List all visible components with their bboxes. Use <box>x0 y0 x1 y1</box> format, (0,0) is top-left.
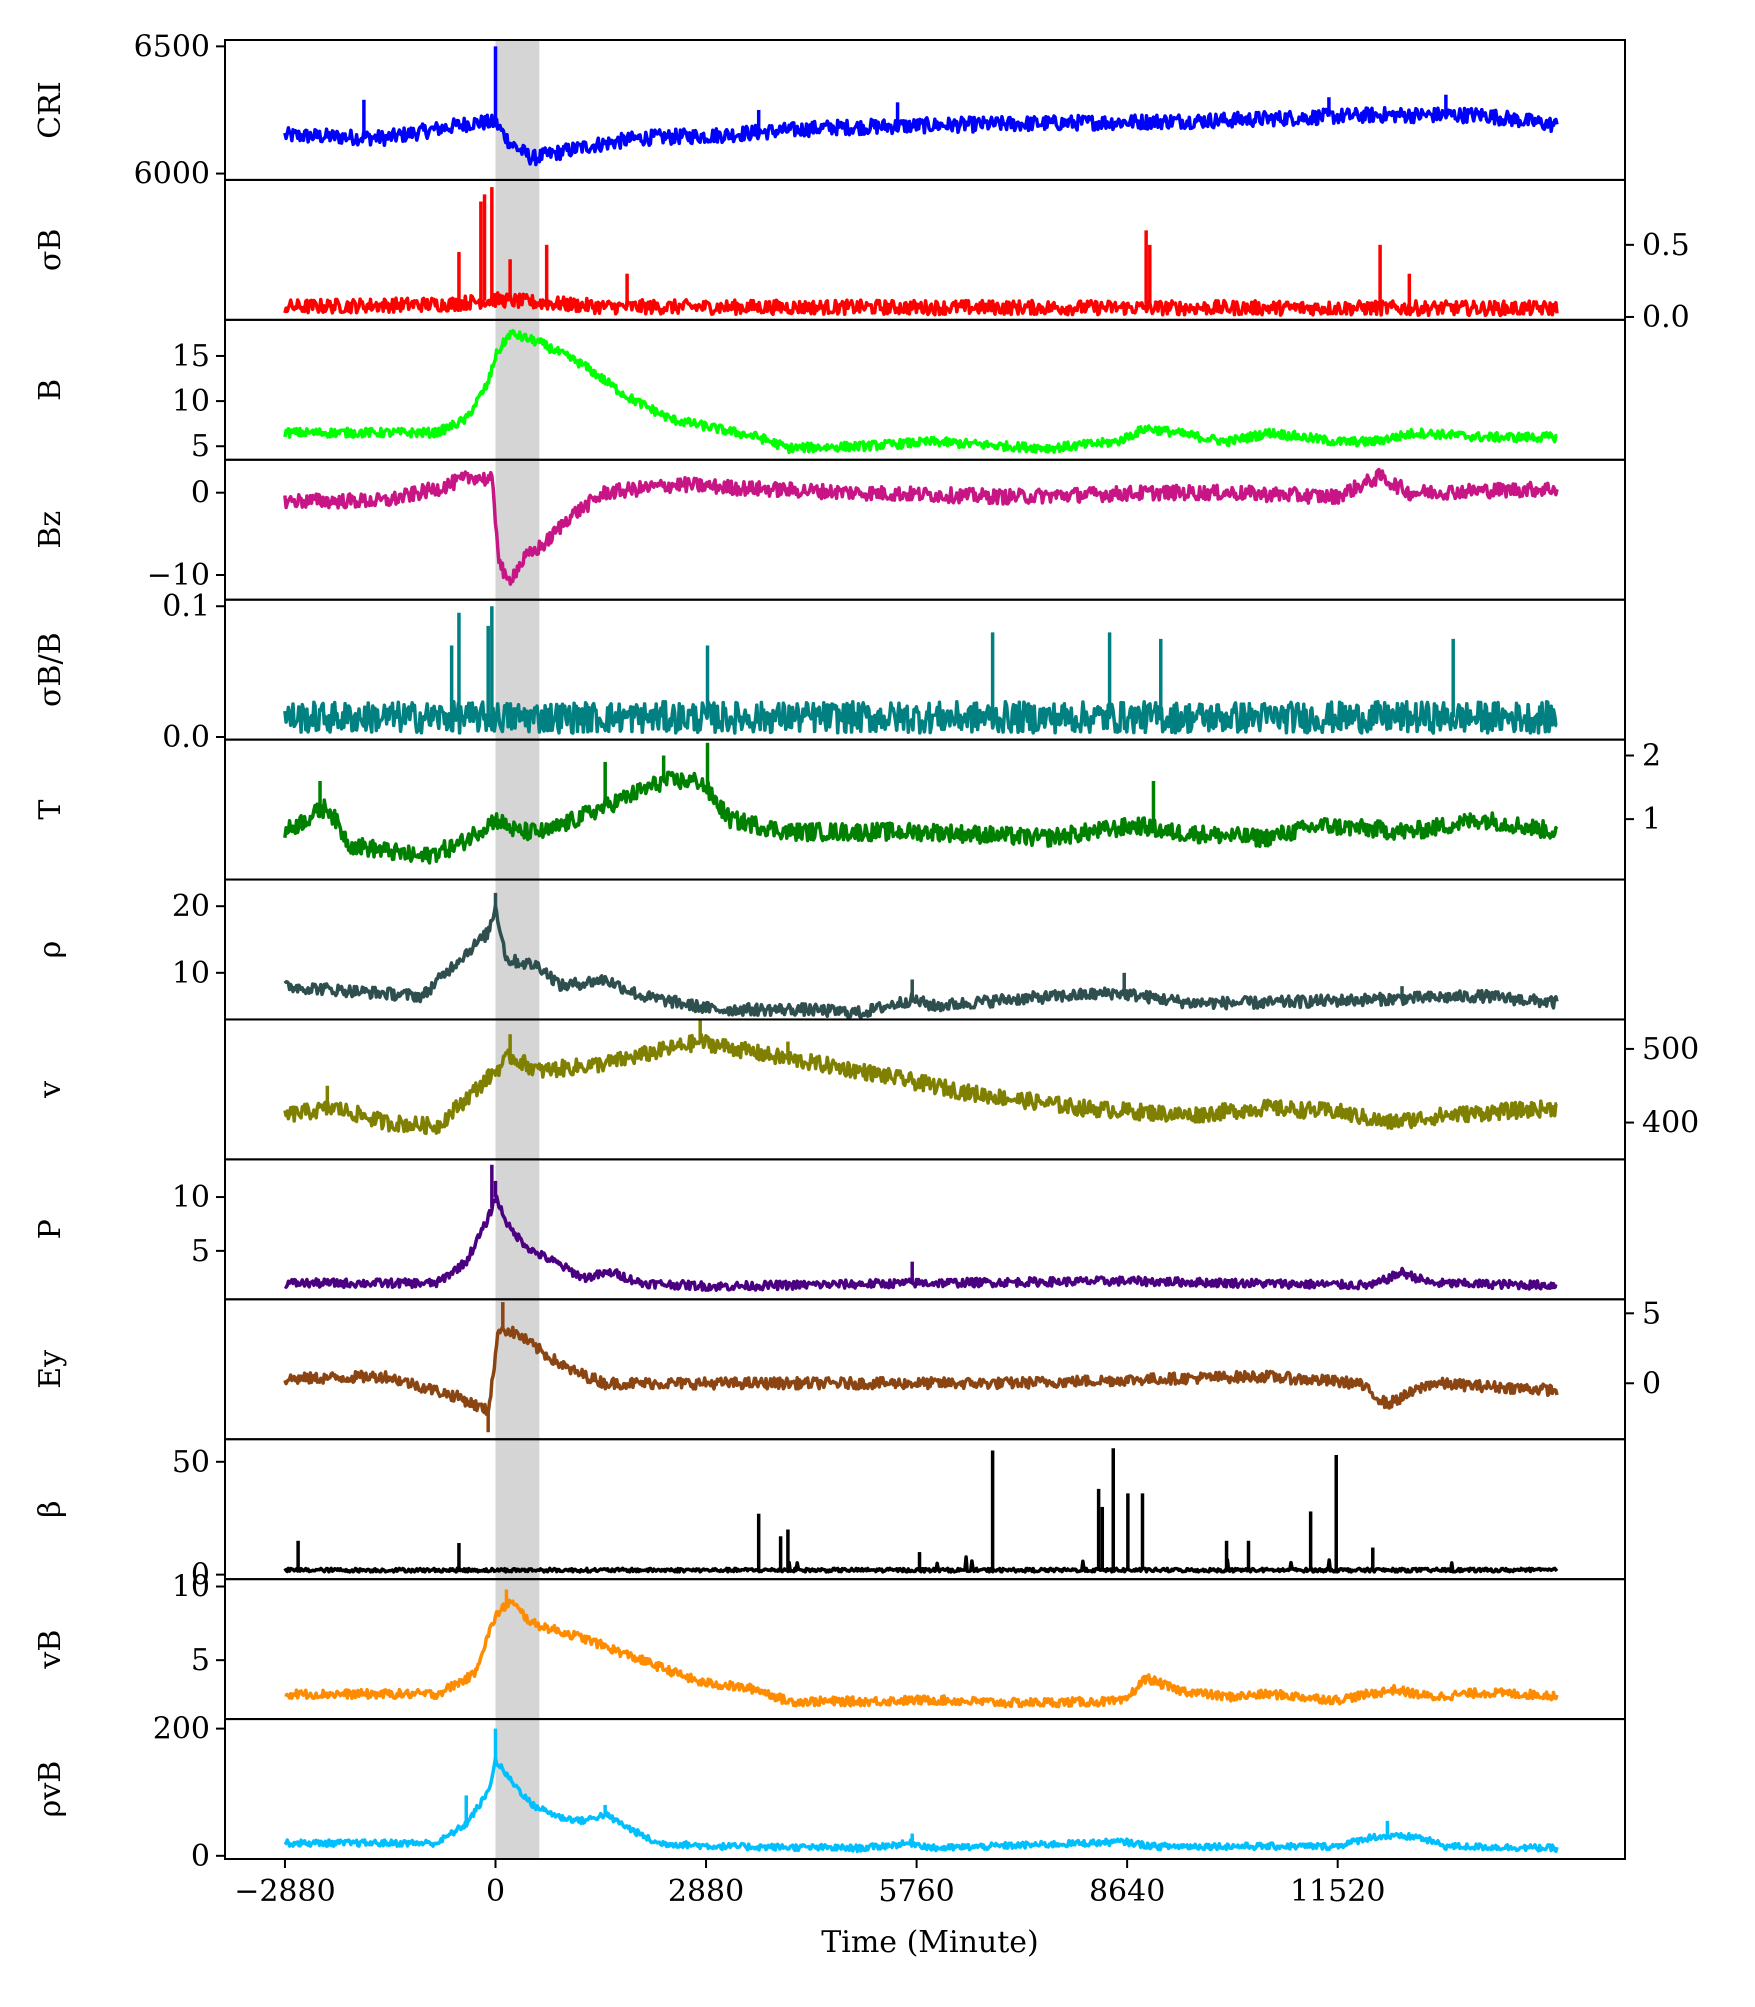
y-tick-label-sigmaB_over_B: 0.0 <box>162 720 210 755</box>
y-axis-label-v: v <box>33 1081 68 1099</box>
y-tick-label-CRI: 6000 <box>134 157 210 192</box>
panel-T: 1 2 T <box>33 739 1661 881</box>
event-shaded-region <box>495 40 540 1859</box>
y-tick-label-v: 500 <box>1642 1032 1699 1067</box>
y-tick-label-rhovB: 200 <box>153 1712 210 1747</box>
y-axis-label-sigmaB_over_B: σB/B <box>33 632 68 707</box>
y-axis-label-P: P <box>33 1219 68 1239</box>
x-tick-label: 5760 <box>878 1874 954 1909</box>
y-tick-label-beta: 50 <box>172 1445 210 1480</box>
y-axis-label-CRI: CRI <box>33 81 68 138</box>
panel-sigmaB: 0.0 0.5 σB <box>33 178 1690 335</box>
y-tick-label-v: 400 <box>1642 1106 1699 1141</box>
y-tick-label-P: 5 <box>191 1234 210 1269</box>
y-tick-label-sigmaB: 0.0 <box>1642 300 1690 335</box>
panel-P: 5 10 P <box>33 1158 1626 1301</box>
panel-v: 400 500 v <box>33 1018 1699 1161</box>
y-axis-label-T: T <box>33 800 68 820</box>
x-tick-label: 2880 <box>668 1874 744 1909</box>
y-axis-label-beta: β <box>33 1501 68 1518</box>
panel-B: 5 10 15 B <box>33 318 1626 464</box>
series-line-vB <box>284 1598 1559 1709</box>
y-tick-label-rho: 20 <box>172 889 210 924</box>
y-tick-label-Ey: 5 <box>1642 1296 1661 1331</box>
series-line-sigmaB <box>283 291 1559 318</box>
panel-rho: 10 20 ρ <box>33 878 1626 1021</box>
series-line-CRI <box>283 106 1559 167</box>
y-tick-label-T: 1 <box>1642 802 1661 837</box>
y-tick-label-sigmaB_over_B: 0.1 <box>162 589 210 624</box>
y-axis-label-Bz: Bz <box>33 511 68 549</box>
y-axis-label-sigmaB: σB <box>33 229 68 272</box>
y-tick-label-sigmaB: 0.5 <box>1642 228 1690 263</box>
series-line-Ey <box>283 1325 1559 1417</box>
y-tick-label-Ey: 0 <box>1642 1366 1661 1401</box>
y-tick-label-Bz: −10 <box>147 558 210 593</box>
y-tick-label-rho: 10 <box>172 956 210 991</box>
y-tick-label-CRI: 6500 <box>134 29 210 64</box>
panel-vB: 5 10 vB <box>33 1570 1626 1721</box>
y-axis-label-B: B <box>33 379 68 401</box>
y-tick-label-vB: 10 <box>172 1570 210 1605</box>
series-line-v <box>283 1032 1558 1136</box>
series-line-B <box>283 328 1558 455</box>
y-axis-label-vB: vB <box>33 1630 68 1670</box>
series-line-sigmaB_over_B <box>283 699 1558 735</box>
series-line-Bz <box>283 467 1559 586</box>
y-tick-label-P: 10 <box>172 1180 210 1215</box>
x-tick-label: 11520 <box>1290 1874 1385 1909</box>
y-tick-label-vB: 5 <box>191 1643 210 1678</box>
y-tick-label-B: 15 <box>172 339 210 374</box>
panel-Bz: 0 −10 Bz <box>33 458 1626 601</box>
y-tick-label-Bz: 0 <box>191 476 210 511</box>
x-tick-label: 8640 <box>1089 1874 1165 1909</box>
y-tick-label-beta: 0 <box>191 1558 210 1593</box>
series-line-beta <box>283 1555 1559 1574</box>
series-line-rhovB <box>283 1756 1559 1854</box>
panel-frame-rhovB <box>224 1718 1626 1860</box>
y-axis-label-rhovB: ρvB <box>33 1761 68 1818</box>
x-axis-label: Time (Minute) <box>821 1925 1039 1960</box>
series-line-rho <box>283 903 1559 1020</box>
y-tick-label-rhovB: 0 <box>191 1839 210 1874</box>
y-tick-label-B: 10 <box>172 384 210 419</box>
y-axis-label-Ey: Ey <box>33 1350 68 1389</box>
panel-frame-Ey <box>224 1298 1626 1441</box>
panel-frame-beta <box>224 1438 1626 1581</box>
series-line-P <box>283 1194 1558 1292</box>
x-tick-label: −2880 <box>234 1874 335 1909</box>
panel-Ey: 0 5 Ey <box>33 1296 1661 1441</box>
series-line-T <box>283 770 1559 865</box>
y-tick-label-T: 2 <box>1642 739 1661 774</box>
panel-rhovB: 0 200 ρvB <box>33 1712 1626 1874</box>
x-tick-label: 0 <box>486 1874 505 1909</box>
panel-sigmaB_over_B: 0.0 0.1 σB/B <box>33 589 1626 755</box>
panel-CRI: 6000 6500 CRI <box>33 29 1626 192</box>
y-tick-label-B: 5 <box>191 429 210 464</box>
panel-beta: 0 50 β <box>33 1438 1626 1593</box>
panel-frame-Bz <box>224 458 1626 601</box>
y-axis-label-rho: ρ <box>33 941 68 959</box>
